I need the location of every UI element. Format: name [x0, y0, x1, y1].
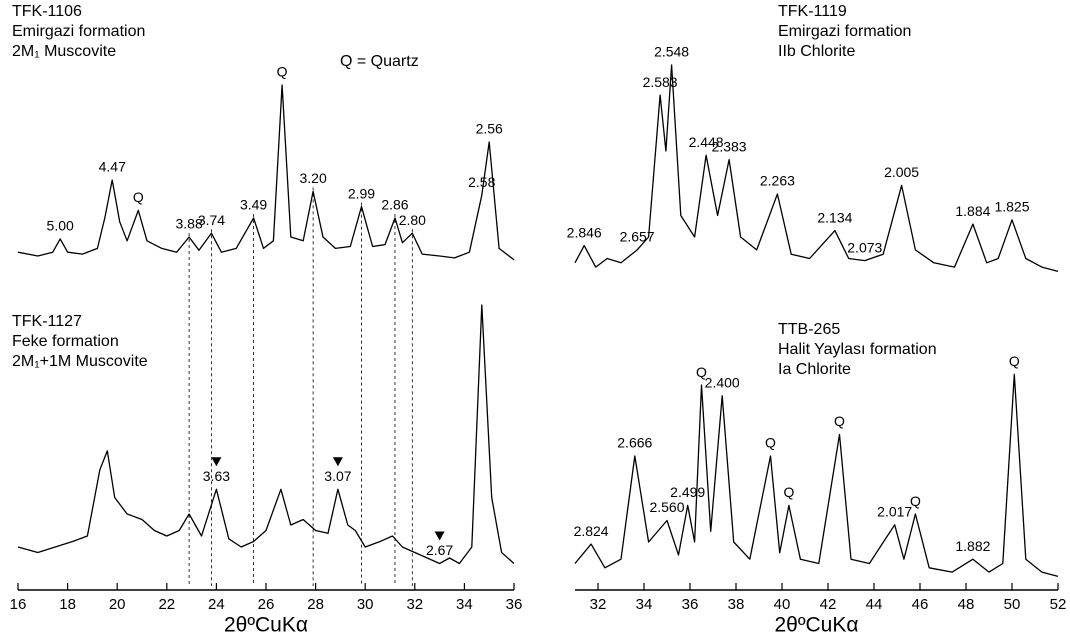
xrd-trace [17, 304, 515, 565]
peak-label: Q [783, 484, 794, 500]
x-tick-label: 34 [456, 596, 473, 613]
x-tick-label: 32 [590, 596, 607, 613]
xrd-trace [17, 84, 515, 261]
peak-label: 4.47 [99, 159, 126, 175]
x-tick-label: 18 [59, 596, 76, 613]
peak-label: 2.657 [620, 229, 655, 245]
x-tick-label: 34 [636, 596, 653, 613]
peak-label: Q [1009, 353, 1020, 369]
peak-label: 3.63 [203, 468, 230, 484]
peak-label: 2.560 [649, 499, 684, 515]
peak-label: 2.263 [760, 173, 795, 189]
x-tick-label: 28 [307, 596, 324, 613]
peak-label: 2.499 [670, 484, 705, 500]
peak-label: 2.583 [643, 74, 678, 90]
peak-label: 2.005 [884, 164, 919, 180]
peak-label: 2.548 [654, 44, 689, 60]
x-axis-title: 2θºCuKα [774, 614, 858, 634]
peak-label: 2.67 [426, 542, 453, 558]
x-tick-label: 40 [774, 596, 791, 613]
peak-marker [434, 531, 445, 541]
peak-label: 2.666 [617, 435, 652, 451]
x-tick-label: 52 [1050, 596, 1067, 613]
sample-subtitle: Ia Chlorite [778, 361, 851, 378]
peak-label: 2.383 [712, 138, 747, 154]
peak-label: 2.58 [468, 174, 495, 190]
sample-subtitle: Feke formation [12, 333, 119, 350]
sample-subtitle: Emirgazi formation [778, 23, 911, 40]
peak-label: Q [133, 189, 144, 205]
sample-title: TTB-265 [778, 321, 840, 338]
peak-label: 2.400 [705, 375, 740, 391]
peak-label: 2.99 [348, 185, 375, 201]
x-axis-title: 2θºCuKα [224, 614, 308, 634]
sample-title: TFK-1106 [12, 3, 82, 20]
peak-label: 2.134 [817, 209, 852, 225]
peak-label: 2.86 [381, 197, 408, 213]
x-tick-label: 44 [866, 596, 883, 613]
x-tick-label: 36 [506, 596, 523, 613]
x-tick-label: 50 [1004, 596, 1021, 613]
sample-title: TFK-1127 [12, 313, 82, 330]
legend-note: Q = Quartz [340, 53, 419, 70]
x-tick-label: 26 [258, 596, 275, 613]
peak-label: 5.00 [47, 218, 74, 234]
sample-subtitle: Emirgazi formation [12, 23, 145, 40]
peak-label: 1.882 [955, 538, 990, 554]
peak-label: 2.846 [567, 224, 602, 240]
sample-subtitle: 2M₁+1M Muscovite [12, 353, 148, 370]
peak-label: Q [910, 493, 921, 509]
x-tick-label: 42 [820, 596, 837, 613]
peak-label: 3.49 [240, 197, 267, 213]
peak-label: Q [696, 364, 707, 380]
peak-label: Q [834, 413, 845, 429]
peak-label: 3.07 [324, 468, 351, 484]
peak-label: 2.017 [877, 504, 912, 520]
peak-label: 2.448 [689, 134, 724, 150]
sample-subtitle: 2M₁ Muscovite [12, 43, 116, 60]
sample-subtitle: Halit Yaylası formation [778, 341, 937, 358]
x-tick-label: 20 [109, 596, 126, 613]
peak-label: 2.073 [847, 239, 882, 255]
x-tick-label: 38 [728, 596, 745, 613]
peak-label: 2.56 [476, 121, 503, 137]
x-tick-label: 36 [682, 596, 699, 613]
x-tick-label: 48 [958, 596, 975, 613]
xrd-trace [574, 373, 1059, 578]
x-tick-label: 46 [912, 596, 929, 613]
sample-subtitle: IIb Chlorite [778, 43, 855, 60]
peak-label: Q [277, 64, 288, 80]
x-tick-label: 32 [406, 596, 423, 613]
peak-marker [332, 457, 343, 467]
sample-title: TFK-1119 [778, 3, 847, 20]
peak-marker [211, 457, 222, 467]
peak-label: 2.824 [574, 523, 609, 539]
peak-label: 2.80 [399, 212, 426, 228]
xrd-trace [574, 64, 1059, 273]
peak-label: 1.884 [955, 203, 990, 219]
peak-label: Q [765, 435, 776, 451]
x-tick-label: 22 [158, 596, 175, 613]
x-tick-label: 16 [10, 596, 27, 613]
peak-label: 3.88 [175, 216, 202, 232]
x-tick-label: 24 [208, 596, 225, 613]
peak-label: 1.825 [994, 199, 1029, 215]
x-tick-label: 30 [357, 596, 374, 613]
peak-label: 3.20 [299, 170, 326, 186]
peak-label: 3.74 [198, 212, 225, 228]
